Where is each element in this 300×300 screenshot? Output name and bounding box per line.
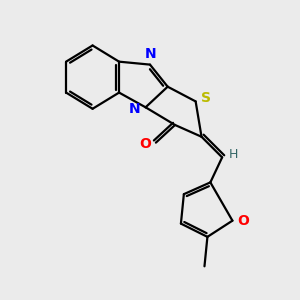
Text: N: N (145, 47, 156, 61)
Text: O: O (238, 214, 250, 228)
Text: N: N (129, 102, 140, 116)
Text: O: O (140, 137, 152, 151)
Text: H: H (229, 148, 238, 161)
Text: S: S (201, 92, 211, 106)
